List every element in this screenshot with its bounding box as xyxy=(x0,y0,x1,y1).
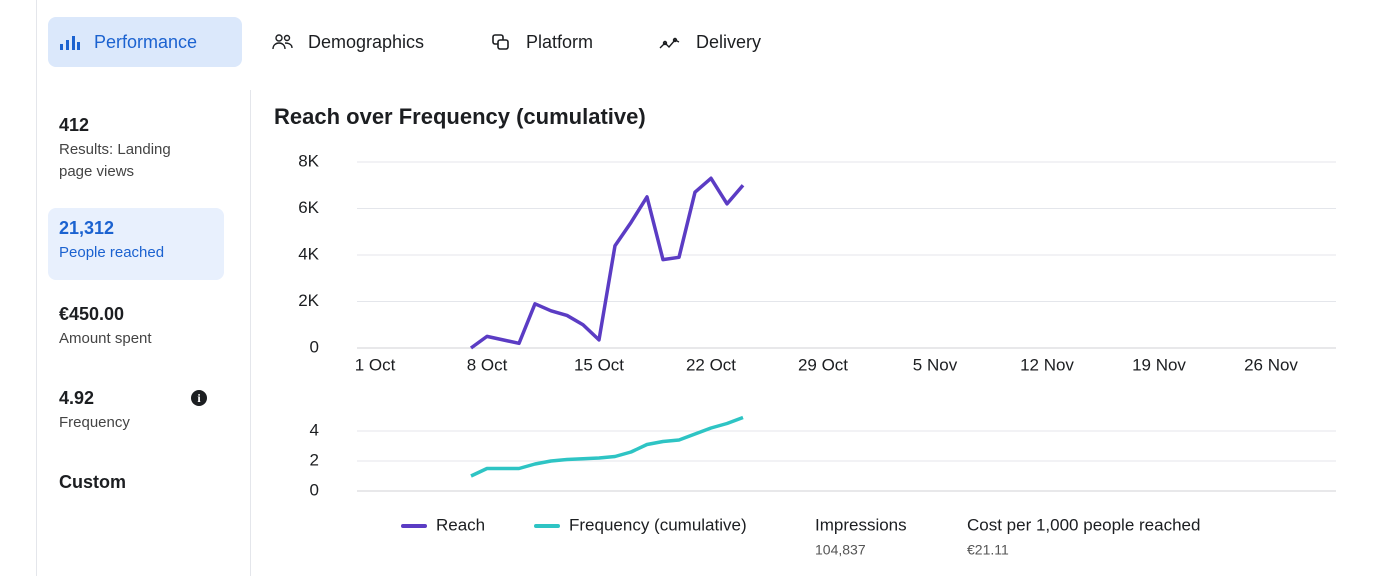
tab-icon xyxy=(60,36,80,50)
tab-icon xyxy=(272,34,293,50)
x-tick-label: 1 Oct xyxy=(355,355,396,374)
metric-label: People reached xyxy=(59,244,165,261)
tab[interactable]: Platform xyxy=(480,17,607,67)
tab[interactable]: Demographics xyxy=(262,17,438,67)
panel-border xyxy=(36,0,37,576)
divider xyxy=(250,90,251,576)
summary-label: Cost per 1,000 people reached xyxy=(967,515,1200,534)
series-line xyxy=(470,415,744,478)
metric[interactable]: €450.00 Amount spent xyxy=(48,294,224,360)
y-tick-label: 4 xyxy=(310,420,319,439)
summary-value: 104,837 xyxy=(815,542,866,558)
y-tick-label: 4K xyxy=(298,244,319,263)
x-tick-label: 26 Nov xyxy=(1244,355,1298,374)
tab[interactable]: Performance xyxy=(48,17,242,67)
x-tick-label: 19 Nov xyxy=(1132,355,1186,374)
metric-value: 4.92 xyxy=(59,388,95,408)
info-icon[interactable]: i xyxy=(191,390,207,406)
y-tick-label: 0 xyxy=(310,337,319,356)
metric[interactable]: 21,312 People reached xyxy=(48,208,224,280)
metric-value: €450.00 xyxy=(59,304,125,324)
tab-icon xyxy=(659,37,680,49)
metric-label: Results: Landing page views xyxy=(59,141,171,180)
metric-label: Frequency xyxy=(59,414,130,431)
summary-value: €21.11 xyxy=(967,542,1009,558)
legend-label: Frequency (cumulative) xyxy=(569,515,747,534)
legend-label: Reach xyxy=(436,515,485,534)
metric[interactable]: 412 Results: Landing page views xyxy=(48,105,224,193)
chart-title: Reach over Frequency (cumulative) xyxy=(274,104,646,129)
x-tick-label: 8 Oct xyxy=(467,355,508,374)
x-tick-label: 15 Oct xyxy=(574,355,624,374)
x-tick-label: 12 Nov xyxy=(1020,355,1074,374)
summary-label: Impressions xyxy=(815,515,907,534)
tab[interactable]: Delivery xyxy=(648,17,775,67)
y-tick-label: 2 xyxy=(310,450,319,469)
metric[interactable]: Custom xyxy=(48,462,224,503)
tab-label: Performance xyxy=(94,31,198,52)
x-tick-label: 5 Nov xyxy=(913,355,958,374)
y-tick-label: 2K xyxy=(298,291,319,310)
metric[interactable]: 4.92 Frequency xyxy=(48,378,224,444)
metric-value: 21,312 xyxy=(59,218,115,238)
x-tick-label: 29 Oct xyxy=(798,355,848,374)
y-tick-label: 6K xyxy=(298,198,319,217)
series-line xyxy=(469,176,745,350)
tab-label: Demographics xyxy=(308,31,425,52)
y-tick-label: 8K xyxy=(298,151,319,170)
tab-label: Platform xyxy=(526,31,594,52)
tab-label: Delivery xyxy=(696,31,762,52)
y-tick-label: 0 xyxy=(310,480,319,499)
x-tick-label: 22 Oct xyxy=(686,355,736,374)
tab-icon xyxy=(492,34,509,50)
metric-value: Custom xyxy=(59,472,126,492)
metric-label: Amount spent xyxy=(59,330,152,347)
metric-value: 412 xyxy=(59,115,90,135)
